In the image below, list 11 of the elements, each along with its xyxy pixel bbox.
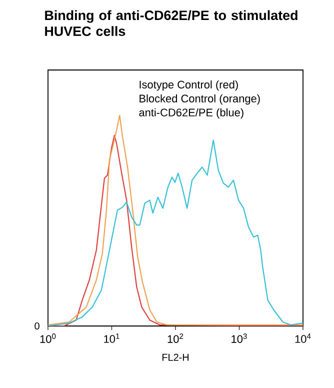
x-tick-label: 10$^{2}$ [168,334,184,343]
chart-title: Binding of anti-CD62E/PE to stimulated HUVEC cells [45,10,298,36]
x-tick-label: 10$^{1}$ [104,334,120,343]
x-tick-label: 10$^{3}$ [232,334,247,343]
x-tick-label: 10$^{4}$ [295,334,311,343]
x-tick-label: 10$^{0}$ [40,334,56,343]
x-axis-title: FL2-H [162,354,189,361]
text: Isotype Control (red) [140,80,238,91]
text: 0 [34,322,40,330]
annotation: anti-CD62E/PE (blue) [139,108,244,119]
text: Blocked Control (orange) [140,94,260,105]
